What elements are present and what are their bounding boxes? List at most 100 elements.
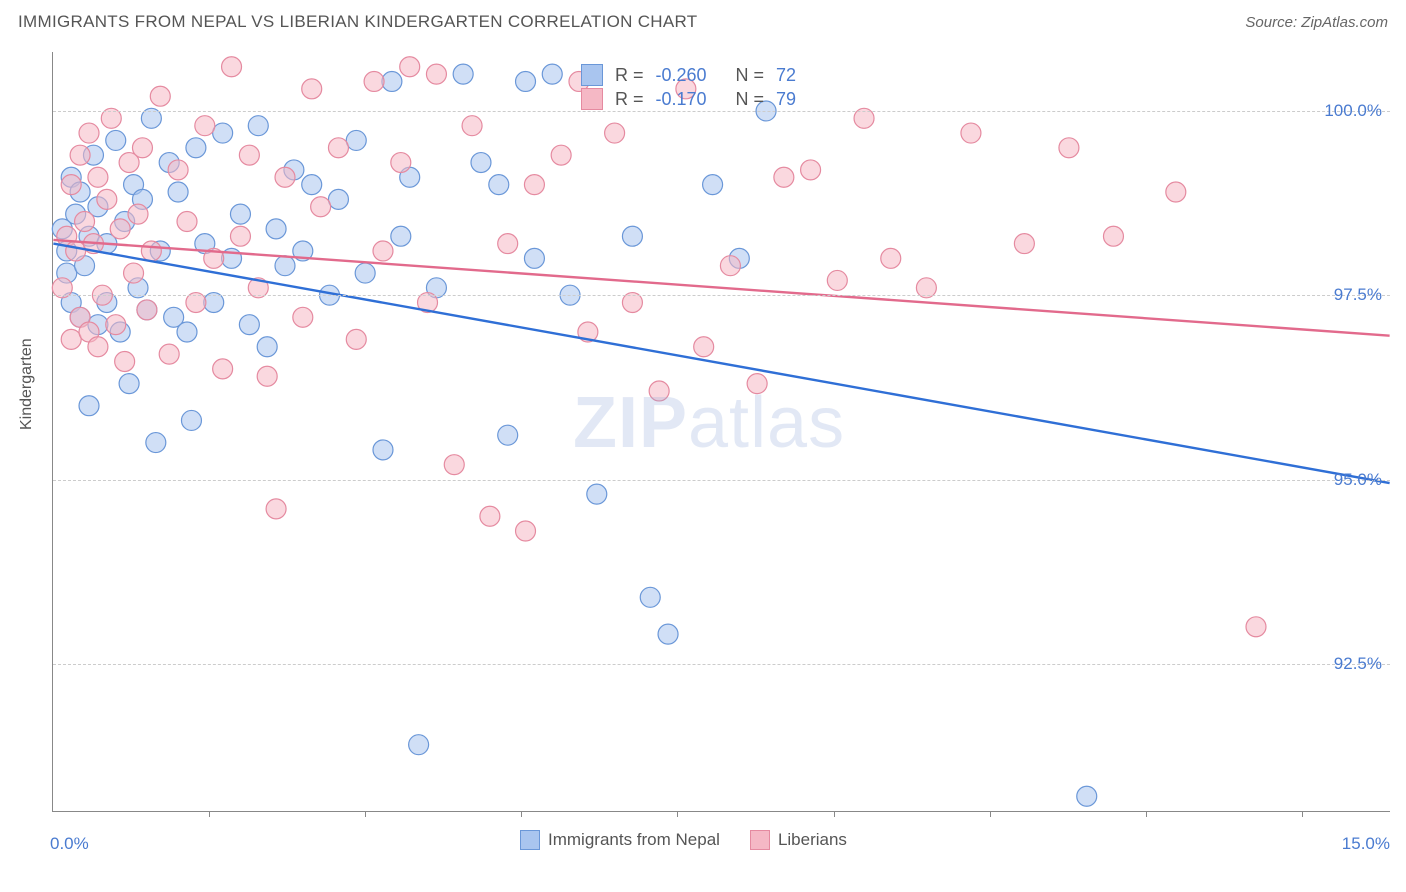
data-point	[801, 160, 821, 180]
legend-swatch	[750, 830, 770, 850]
y-tick-label: 100.0%	[1324, 101, 1382, 121]
legend-swatch	[520, 830, 540, 850]
data-point	[703, 175, 723, 195]
legend-item: Liberians	[750, 830, 847, 850]
x-tick	[1146, 811, 1147, 817]
data-point	[524, 175, 544, 195]
data-point	[239, 145, 259, 165]
r-value: -0.170	[656, 89, 724, 110]
data-point	[1166, 182, 1186, 202]
data-point	[124, 263, 144, 283]
legend-stat-row: R =-0.260N =72	[581, 64, 844, 86]
data-point	[658, 624, 678, 644]
data-point	[213, 123, 233, 143]
data-point	[222, 57, 242, 77]
legend-stat-row: R =-0.170N =79	[581, 88, 844, 110]
data-point	[248, 116, 268, 136]
data-point	[640, 587, 660, 607]
data-point	[302, 175, 322, 195]
data-point	[106, 130, 126, 150]
gridline	[53, 480, 1390, 481]
scatter-plot-svg	[53, 52, 1390, 811]
data-point	[213, 359, 233, 379]
data-point	[1077, 786, 1097, 806]
data-point	[239, 315, 259, 335]
legend-label: Immigrants from Nepal	[548, 830, 720, 850]
data-point	[1246, 617, 1266, 637]
data-point	[275, 256, 295, 276]
data-point	[400, 57, 420, 77]
data-point	[186, 138, 206, 158]
data-point	[426, 64, 446, 84]
data-point	[266, 499, 286, 519]
data-point	[373, 241, 393, 261]
legend-stats: R =-0.260N =72R =-0.170N =79	[573, 60, 852, 114]
data-point	[181, 410, 201, 430]
data-point	[66, 241, 86, 261]
data-point	[480, 506, 500, 526]
data-point	[146, 433, 166, 453]
r-value: -0.260	[656, 65, 724, 86]
data-point	[230, 204, 250, 224]
data-point	[75, 211, 95, 231]
data-point	[391, 226, 411, 246]
data-point	[311, 197, 331, 217]
data-point	[195, 116, 215, 136]
data-point	[115, 352, 135, 372]
data-point	[453, 64, 473, 84]
data-point	[119, 374, 139, 394]
source-name: ZipAtlas.com	[1301, 14, 1388, 31]
data-point	[1014, 234, 1034, 254]
gridline	[53, 295, 1390, 296]
data-point	[328, 189, 348, 209]
data-point	[471, 153, 491, 173]
x-tick	[365, 811, 366, 817]
data-point	[79, 396, 99, 416]
data-point	[61, 175, 81, 195]
data-point	[128, 204, 148, 224]
data-point	[70, 145, 90, 165]
data-point	[177, 322, 197, 342]
data-point	[649, 381, 669, 401]
data-point	[346, 329, 366, 349]
x-max-label: 15.0%	[1342, 834, 1390, 854]
data-point	[346, 130, 366, 150]
data-point	[302, 79, 322, 99]
chart-header: IMMIGRANTS FROM NEPAL VS LIBERIAN KINDER…	[0, 0, 1406, 38]
data-point	[881, 248, 901, 268]
data-point	[382, 71, 402, 91]
data-point	[489, 175, 509, 195]
data-point	[110, 219, 130, 239]
data-point	[498, 234, 518, 254]
data-point	[720, 256, 740, 276]
data-point	[498, 425, 518, 445]
data-point	[230, 226, 250, 246]
data-point	[137, 300, 157, 320]
data-point	[444, 455, 464, 475]
data-point	[605, 123, 625, 143]
r-label: R =	[615, 89, 644, 110]
gridline	[53, 664, 1390, 665]
data-point	[61, 329, 81, 349]
data-point	[622, 226, 642, 246]
data-point	[391, 153, 411, 173]
data-point	[159, 344, 179, 364]
x-tick	[209, 811, 210, 817]
data-point	[168, 182, 188, 202]
data-point	[1103, 226, 1123, 246]
data-point	[177, 211, 197, 231]
x-tick	[521, 811, 522, 817]
data-point	[587, 484, 607, 504]
x-tick	[990, 811, 991, 817]
data-point	[141, 241, 161, 261]
data-point	[747, 374, 767, 394]
data-point	[168, 160, 188, 180]
y-axis-title: Kindergarten	[18, 338, 36, 430]
data-point	[409, 735, 429, 755]
data-point	[79, 123, 99, 143]
data-point	[355, 263, 375, 283]
data-point	[774, 167, 794, 187]
n-label: N =	[736, 89, 765, 110]
data-point	[516, 521, 536, 541]
y-tick-label: 97.5%	[1334, 285, 1382, 305]
